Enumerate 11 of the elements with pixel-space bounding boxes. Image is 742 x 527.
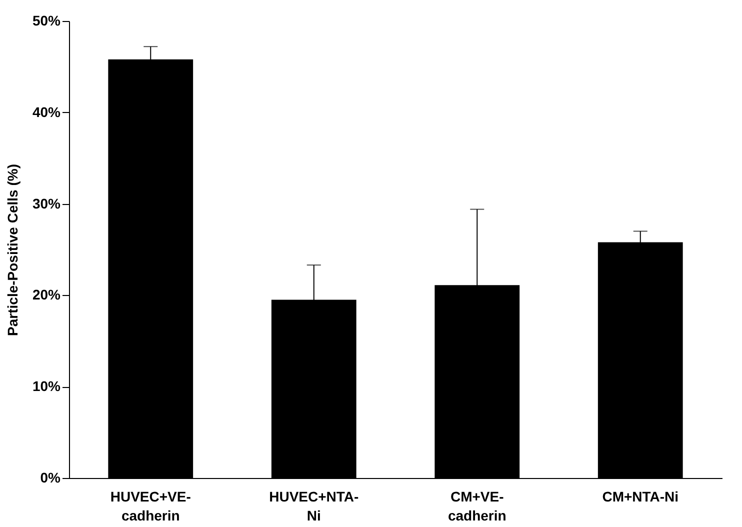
y-tick-label: 0% <box>40 470 62 486</box>
x-tick-label: HUVEC+VE-cadherin <box>110 488 192 524</box>
y-tick-label: 10% <box>32 378 62 394</box>
y-tick-label: 40% <box>32 104 62 120</box>
y-tick-label: 30% <box>32 195 62 212</box>
y-axis-title: Particle-Positive Cells (%) <box>4 164 20 336</box>
x-tick-label: HUVEC+NTA-Ni <box>269 488 359 524</box>
y-tick-label: 50% <box>32 12 62 28</box>
y-tick-label: 20% <box>32 286 62 303</box>
x-tick-label: CM+NTA-Ni <box>602 488 679 504</box>
x-tick-label: CM+VE-cadherin <box>448 488 506 524</box>
